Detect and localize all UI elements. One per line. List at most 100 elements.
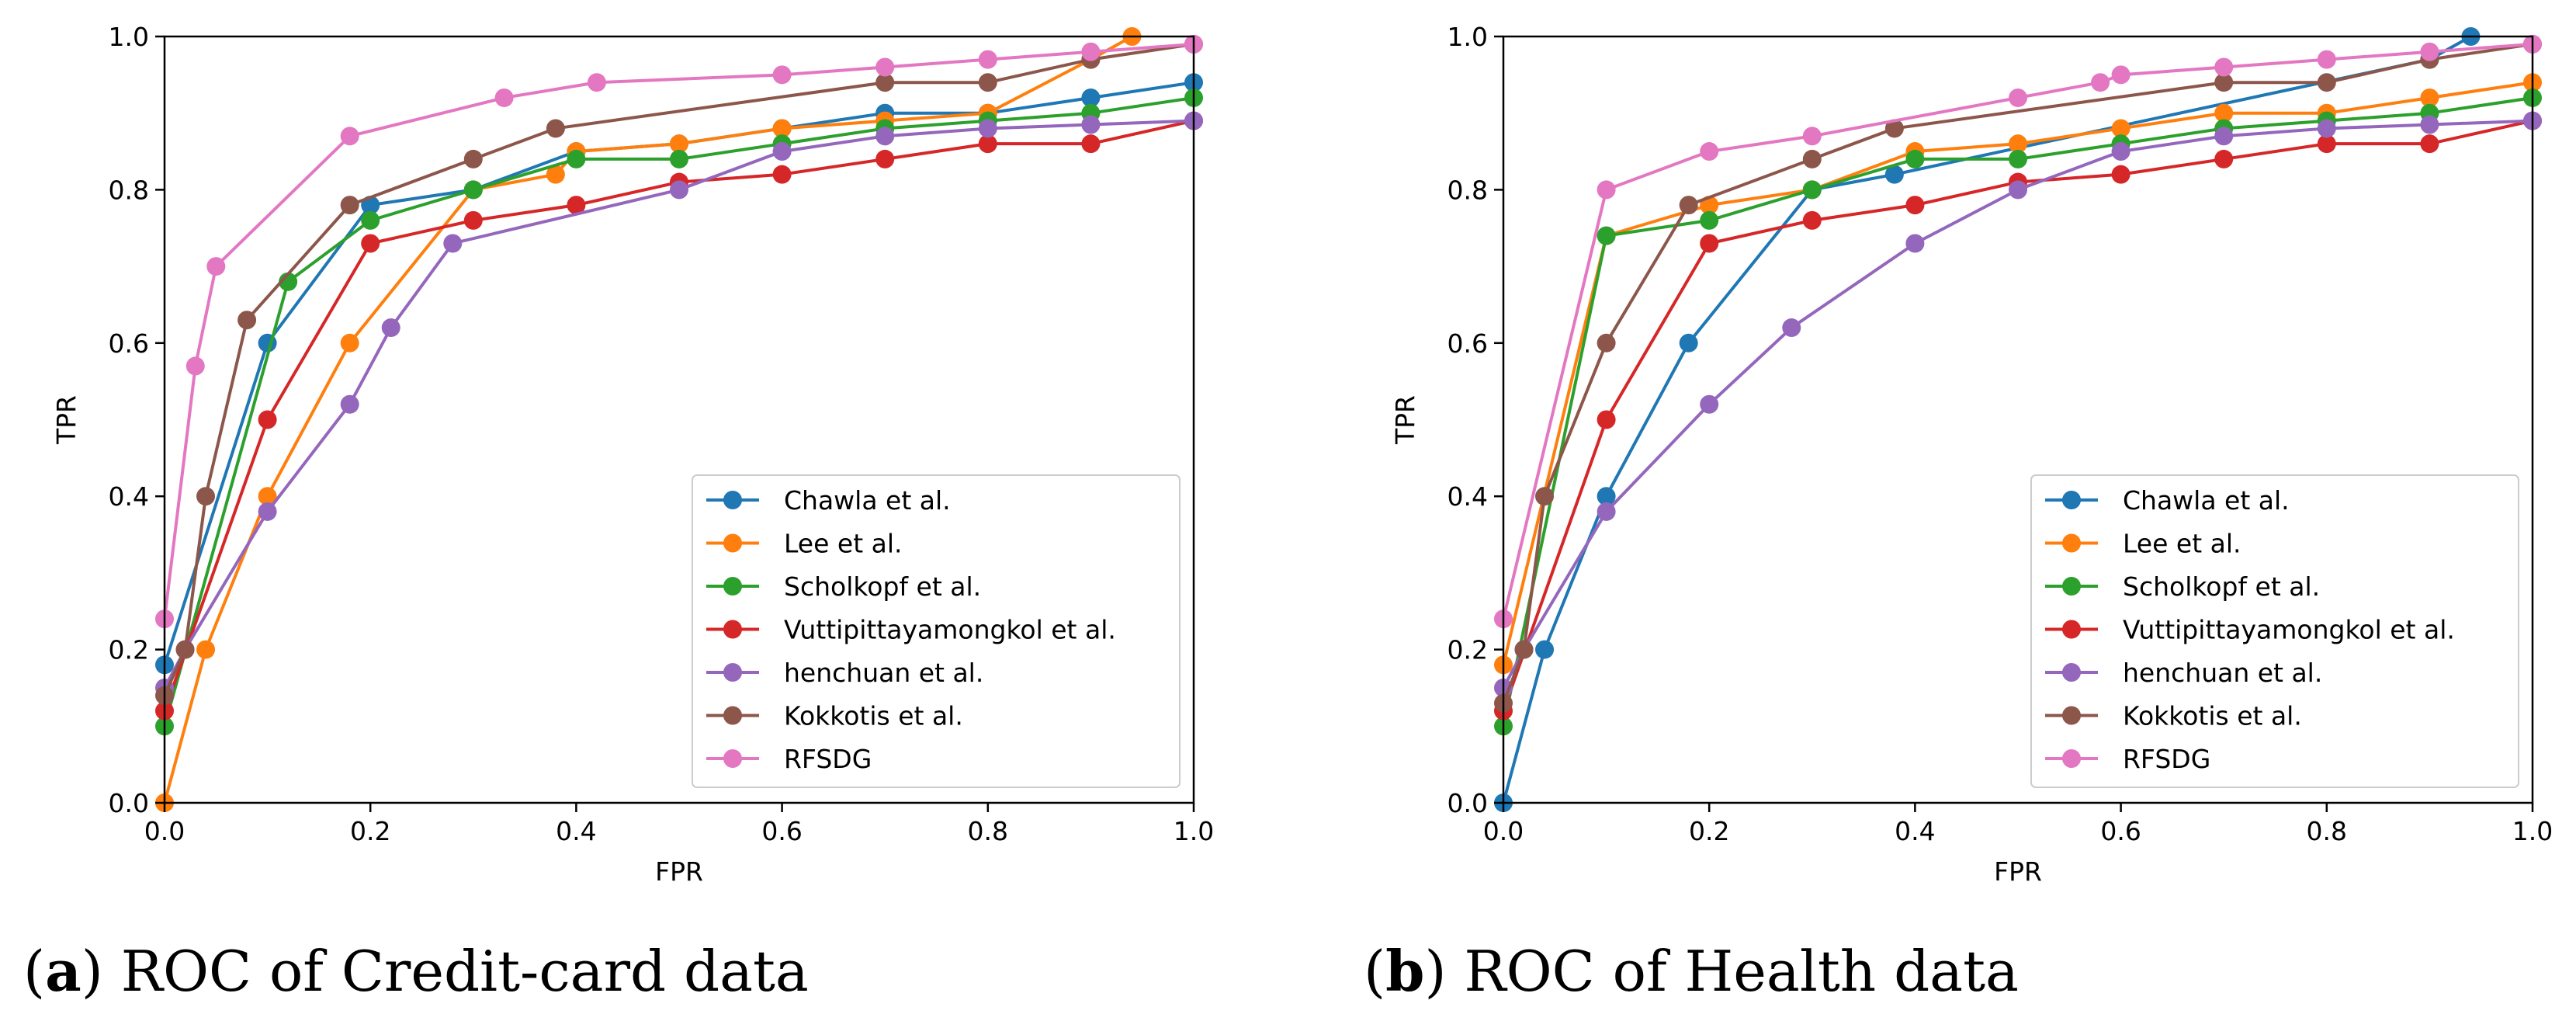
- legend-swatch-marker: [723, 706, 742, 725]
- legend-item: RFSDG: [2045, 744, 2210, 774]
- data-point: [875, 57, 895, 77]
- data-point: [2111, 119, 2130, 138]
- y-axis-label: TPR: [1390, 395, 1420, 445]
- legend-item: Chawla et al.: [706, 485, 951, 516]
- data-point: [2420, 134, 2439, 154]
- data-point: [175, 640, 195, 659]
- legend-swatch-marker: [723, 491, 742, 509]
- series-6: [1494, 34, 2542, 629]
- legend-item: Scholkopf et al.: [706, 571, 981, 602]
- legend-label: Chawla et al.: [2123, 485, 2290, 516]
- legend-item: Kokkotis et al.: [2045, 701, 2302, 731]
- data-point: [2214, 103, 2234, 123]
- y-tick-label: 1.0: [109, 22, 149, 52]
- data-point: [1700, 234, 1719, 253]
- data-point: [1597, 333, 1616, 352]
- data-point: [381, 318, 400, 338]
- x-tick-label: 1.0: [2512, 816, 2553, 846]
- y-tick-label: 0.4: [109, 481, 149, 512]
- legend-swatch-marker: [2062, 620, 2081, 639]
- y-tick-label: 0.4: [1447, 481, 1488, 512]
- data-point: [463, 149, 483, 168]
- data-point: [1679, 333, 1698, 352]
- data-point: [443, 234, 463, 253]
- data-point: [1802, 127, 1822, 146]
- data-point: [2317, 119, 2336, 138]
- data-point: [875, 73, 895, 92]
- data-point: [567, 196, 586, 215]
- legend-item: Vuttipittayamongkol et al.: [706, 615, 1116, 645]
- y-tick-label: 0.0: [1447, 788, 1488, 818]
- legend: Chawla et al. Lee et al. Scholkopf et al. V…: [2030, 474, 2519, 788]
- x-tick-label: 0.6: [761, 816, 802, 846]
- y-tick-label: 0.2: [1447, 635, 1488, 665]
- series-line: [1502, 119, 2533, 689]
- data-point: [978, 73, 997, 92]
- data-point: [978, 119, 997, 138]
- caption-a: (a) ROC of Credit-card data: [23, 938, 809, 1004]
- legend: Chawla et al. Lee et al. Scholkopf et al. V…: [692, 474, 1181, 788]
- series-5: [1494, 34, 2542, 713]
- legend-swatch-marker: [2062, 491, 2081, 509]
- x-tick-label: 1.0: [1174, 816, 1214, 846]
- data-point: [875, 149, 895, 168]
- legend-item: Vuttipittayamongkol et al.: [2045, 615, 2455, 645]
- data-point: [2091, 73, 2110, 92]
- data-point: [340, 127, 359, 146]
- legend-swatch-marker: [2062, 577, 2081, 596]
- legend-label: Kokkotis et al.: [784, 701, 963, 731]
- roc-chart-credit-card: 0.0 0.2 0.4 0.6 0.8 1.0 0.0 0.2 0.4 0.6 0.8 1.0 FPR T…: [51, 22, 1214, 887]
- plot-frame: [1502, 35, 2534, 804]
- data-point: [2317, 50, 2336, 69]
- legend-swatch-marker: [2062, 706, 2081, 725]
- legend-item: Scholkopf et al.: [2045, 571, 2320, 602]
- data-point: [1597, 410, 1616, 429]
- caption-text: ROC of Health data: [1464, 939, 2019, 1004]
- data-point: [2111, 142, 2130, 161]
- data-point: [772, 165, 792, 184]
- data-point: [2420, 88, 2439, 107]
- x-tick-label: 0.8: [968, 816, 1008, 846]
- legend-label: Vuttipittayamongkol et al.: [784, 615, 1116, 645]
- data-point: [1535, 640, 1555, 659]
- data-point: [1081, 88, 1101, 107]
- data-point: [772, 142, 792, 161]
- legend-swatch-marker: [2062, 533, 2081, 553]
- legend-item: henchuan et al.: [706, 658, 983, 688]
- legend-item: Lee et al.: [706, 529, 903, 559]
- data-point: [196, 487, 216, 506]
- legend-label: Vuttipittayamongkol et al.: [2123, 615, 2455, 645]
- data-point: [1782, 318, 1801, 338]
- y-tick-label: 0.8: [1447, 175, 1488, 205]
- x-tick-label: 0.6: [2100, 816, 2141, 846]
- caption-text: ROC of Credit-card data: [120, 939, 809, 1004]
- x-tick-label: 0.4: [1895, 816, 1935, 846]
- data-point: [546, 165, 565, 184]
- x-tick-label: 0.2: [350, 816, 390, 846]
- data-point: [1597, 180, 1616, 200]
- legend-swatch-marker: [2062, 749, 2081, 768]
- data-point: [1514, 640, 1534, 659]
- data-point: [1679, 196, 1698, 215]
- legend-label: henchuan et al.: [784, 658, 983, 688]
- x-tick-label: 0.2: [1689, 816, 1729, 846]
- x-axis-label: FPR: [655, 856, 703, 887]
- legend-box: [2030, 474, 2519, 788]
- legend-label: Lee et al.: [2123, 529, 2241, 559]
- data-point: [2009, 149, 2027, 168]
- data-point: [1802, 210, 1822, 230]
- chart-panel-a: 0.0 0.2 0.4 0.6 0.8 1.0 0.0 0.2 0.4 0.6 0.8 1.0 FPR T…: [23, 22, 1214, 1004]
- data-point: [2214, 149, 2234, 168]
- data-point: [2214, 127, 2234, 146]
- y-tick-label: 0.8: [109, 175, 149, 205]
- data-point: [463, 210, 483, 230]
- series-6: [155, 34, 1203, 629]
- y-tick-label: 0.6: [109, 328, 149, 359]
- data-point: [1081, 42, 1101, 61]
- data-point: [2009, 180, 2027, 200]
- data-point: [1905, 234, 1925, 253]
- data-point: [1700, 142, 1719, 161]
- data-point: [670, 180, 688, 200]
- data-point: [361, 210, 380, 230]
- legend-swatch-marker: [723, 663, 742, 682]
